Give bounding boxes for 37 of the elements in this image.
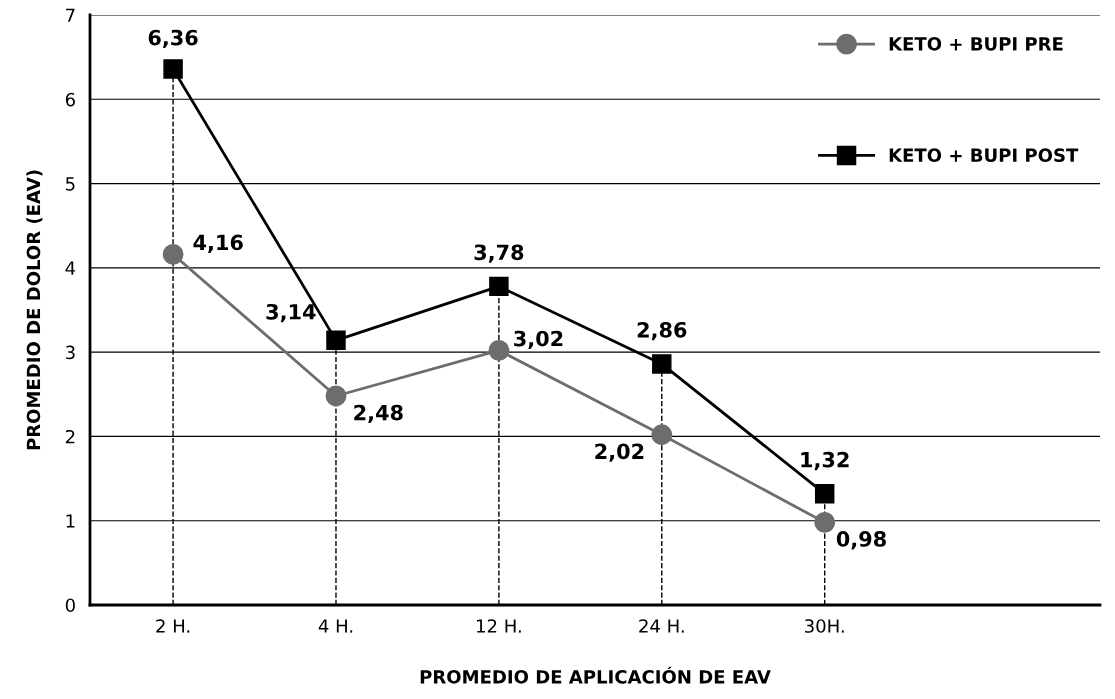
data-label: 3,02 xyxy=(514,330,563,350)
x-tick-label: 2 H. xyxy=(156,619,190,633)
data-label: 3,78 xyxy=(474,244,524,263)
point xyxy=(814,511,836,533)
data-label: 2,02 xyxy=(595,443,644,462)
x-tick-label: 30H. xyxy=(805,619,844,633)
y-tick-label: 4 xyxy=(65,261,76,275)
data-label: 3,14 xyxy=(266,303,316,323)
point xyxy=(488,340,510,361)
point xyxy=(325,385,347,407)
legend-label: KETO + BUPI PRE xyxy=(889,36,1063,51)
data-label: 6,36 xyxy=(148,29,198,49)
data-label: 0,98 xyxy=(836,531,886,550)
point xyxy=(651,424,673,446)
data-label: 2,86 xyxy=(637,321,687,341)
point xyxy=(163,59,183,79)
x-axis-title: PROMEDIO DE APLICACIÓN DE EAV xyxy=(420,666,771,684)
data-label: 2,48 xyxy=(354,404,403,424)
y-tick-label: 5 xyxy=(66,177,75,191)
x-tick-label: 24 H. xyxy=(639,619,684,633)
point xyxy=(814,484,835,504)
legend-label: KETO + BUPI POST xyxy=(889,148,1079,163)
y-tick-label: 7 xyxy=(66,8,75,22)
x-tick-label: 4 H. xyxy=(318,619,353,633)
point xyxy=(652,354,672,374)
y-axis-title: PROMEDIO DE DOLOR (EAV) xyxy=(26,170,43,450)
x-tick-label: 12 H. xyxy=(477,619,521,633)
y-tick-label: 6 xyxy=(65,92,75,107)
y-tick-label: 0 xyxy=(65,598,75,613)
y-tick-label: 1 xyxy=(66,514,75,528)
data-label: 1,32 xyxy=(801,451,849,471)
y-tick-label: 2 xyxy=(65,429,75,444)
y-tick-label: 3 xyxy=(66,345,75,360)
point xyxy=(489,276,509,297)
data-label: 4,16 xyxy=(193,234,243,253)
point xyxy=(326,330,346,351)
point xyxy=(162,243,184,265)
